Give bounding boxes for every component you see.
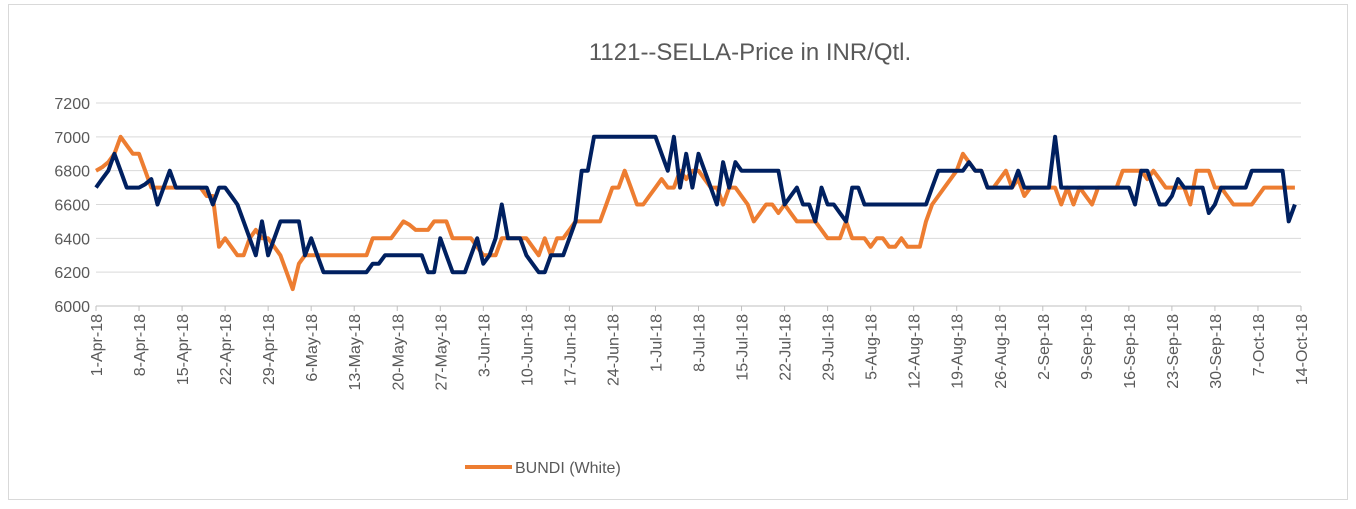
x-tick-label: 10-Jun-18: [519, 314, 536, 386]
x-tick-label: 8-Jul-18: [692, 314, 709, 372]
x-tick-label: 15-Jul-18: [735, 314, 752, 381]
x-tick-label: 13-May-18: [347, 314, 364, 391]
x-tick-label: 14-Oct-18: [1294, 314, 1311, 385]
y-tick-label: 6000: [54, 299, 90, 316]
y-tick-label: 7200: [54, 96, 90, 113]
y-tick-label: 6600: [54, 198, 90, 215]
x-tick-label: 1-Jul-18: [648, 314, 665, 372]
x-tick-label: 23-Sep-18: [1165, 314, 1182, 389]
y-tick-label: 7000: [54, 130, 90, 147]
x-tick-label: 15-Apr-18: [175, 314, 192, 385]
x-tick-label: 5-Aug-18: [864, 314, 881, 380]
x-tick-label: 19-Aug-18: [950, 314, 967, 389]
x-tick-label: 27-May-18: [433, 314, 450, 391]
x-tick-label: 7-Oct-18: [1251, 314, 1268, 376]
x-tick-label: 17-Jun-18: [562, 314, 579, 386]
x-tick-label: 29-Apr-18: [261, 314, 278, 385]
x-tick-label: 2-Sep-18: [1036, 314, 1053, 380]
x-tick-label: 8-Apr-18: [132, 314, 149, 376]
x-tick-label: 24-Jun-18: [605, 314, 622, 386]
x-tick-label: 29-Jul-18: [821, 314, 838, 381]
x-tick-label: 22-Apr-18: [218, 314, 235, 385]
x-tick-label: 3-Jun-18: [476, 314, 493, 377]
legend-label: BUNDI (White): [515, 460, 621, 477]
x-tick-label: 6-May-18: [304, 314, 321, 382]
x-tick-label: 20-May-18: [390, 314, 407, 391]
x-tick-label: 26-Aug-18: [993, 314, 1010, 389]
x-tick-label: 22-Jul-18: [778, 314, 795, 381]
y-tick-label: 6200: [54, 265, 90, 282]
y-tick-label: 6800: [54, 164, 90, 181]
x-tick-label: 9-Sep-18: [1079, 314, 1096, 380]
x-tick-label: 12-Aug-18: [907, 314, 924, 389]
x-tick-label: 16-Sep-18: [1122, 314, 1139, 389]
chart-title: 1121--SELLA-Price in INR/Qtl.: [589, 39, 911, 66]
chart-border: [8, 4, 1348, 500]
y-tick-label: 6400: [54, 231, 90, 248]
x-tick-label: 1-Apr-18: [89, 314, 106, 376]
x-tick-label: 30-Sep-18: [1208, 314, 1225, 389]
series-line: [94, 134, 1297, 275]
